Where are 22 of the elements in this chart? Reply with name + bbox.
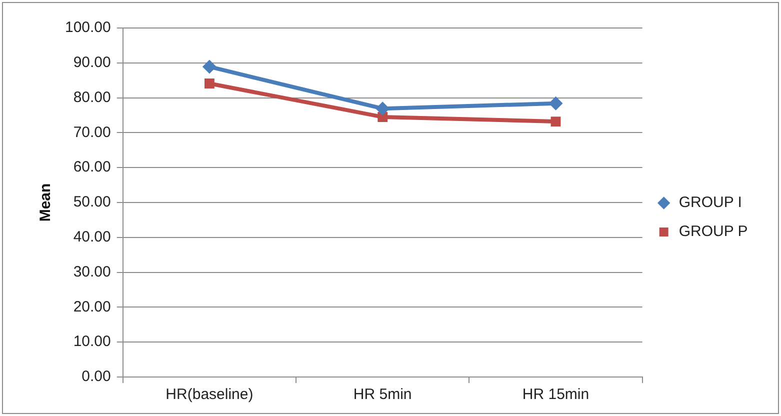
point [550,116,561,126]
y-tick-label: 20.00 [73,298,111,316]
x-tick-label: HR 15min [522,386,590,404]
x-tick-label: HR 5min [353,386,412,404]
x-tick-label: HR(baseline) [166,386,254,404]
point [376,102,390,116]
point [204,78,214,88]
y-tick-label: 80.00 [73,88,111,106]
y-tick-label: 90.00 [73,54,111,72]
y-tick-label: 40.00 [73,228,111,246]
legend-label: GROUP I [678,194,742,212]
y-tick-label: 70.00 [73,124,111,141]
y-axis-title: Mean [37,183,54,222]
y-tick-label: 30.00 [73,263,111,280]
y-tick-label: 0.00 [82,368,111,386]
point [202,60,216,74]
legend-label: GROUP P [678,223,748,240]
y-tick-label: 50.00 [73,194,111,211]
y-tick-label: 100.00 [64,19,111,36]
point [548,96,563,110]
y-tick-label: 60.00 [73,158,111,176]
y-tick-label: 10.00 [73,333,111,350]
